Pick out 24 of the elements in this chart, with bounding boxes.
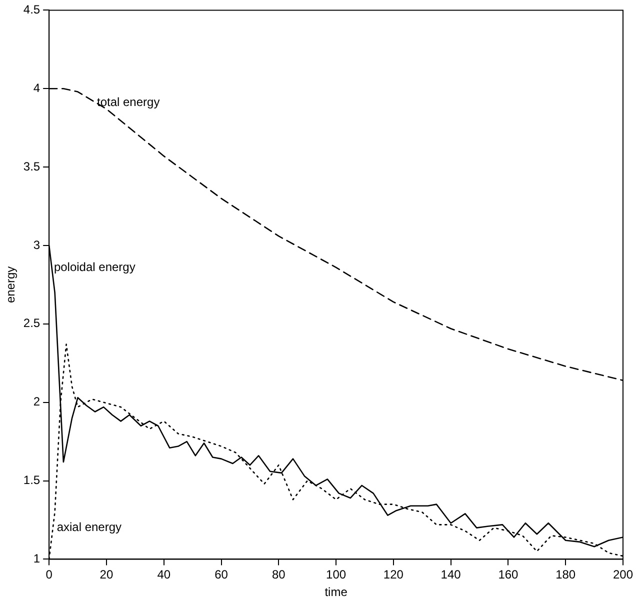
x-tick-label: 80 [272,568,286,582]
x-tick-label: 140 [440,568,462,582]
x-tick-label: 0 [46,568,53,582]
y-tick-label: 4.5 [23,2,40,17]
annotation: axial energy [56,520,122,534]
y-tick-label: 3 [33,238,40,252]
x-tick-label: 20 [100,568,114,582]
annotation: total energy [96,95,160,110]
y-tick-label: 2 [33,394,40,409]
annotation: poloidal energy [54,260,136,274]
x-tick-label: 160 [498,568,519,582]
x-tick-label: 40 [157,568,171,582]
x-tick-label: 200 [612,568,634,582]
x-tick-label: 180 [556,568,576,582]
y-axis-title: energy [4,266,18,304]
y-tick-label: 2.5 [23,316,40,330]
x-tick-label: 120 [383,568,404,582]
y-tick-label: 3.5 [23,159,40,174]
x-tick-label: 100 [326,568,346,582]
y-tick-label: 1 [33,552,40,566]
x-tick-label: 60 [214,568,228,582]
y-tick-label: 1.5 [23,473,40,488]
x-axis-title: time [324,585,348,600]
y-tick-label: 4 [33,80,40,95]
